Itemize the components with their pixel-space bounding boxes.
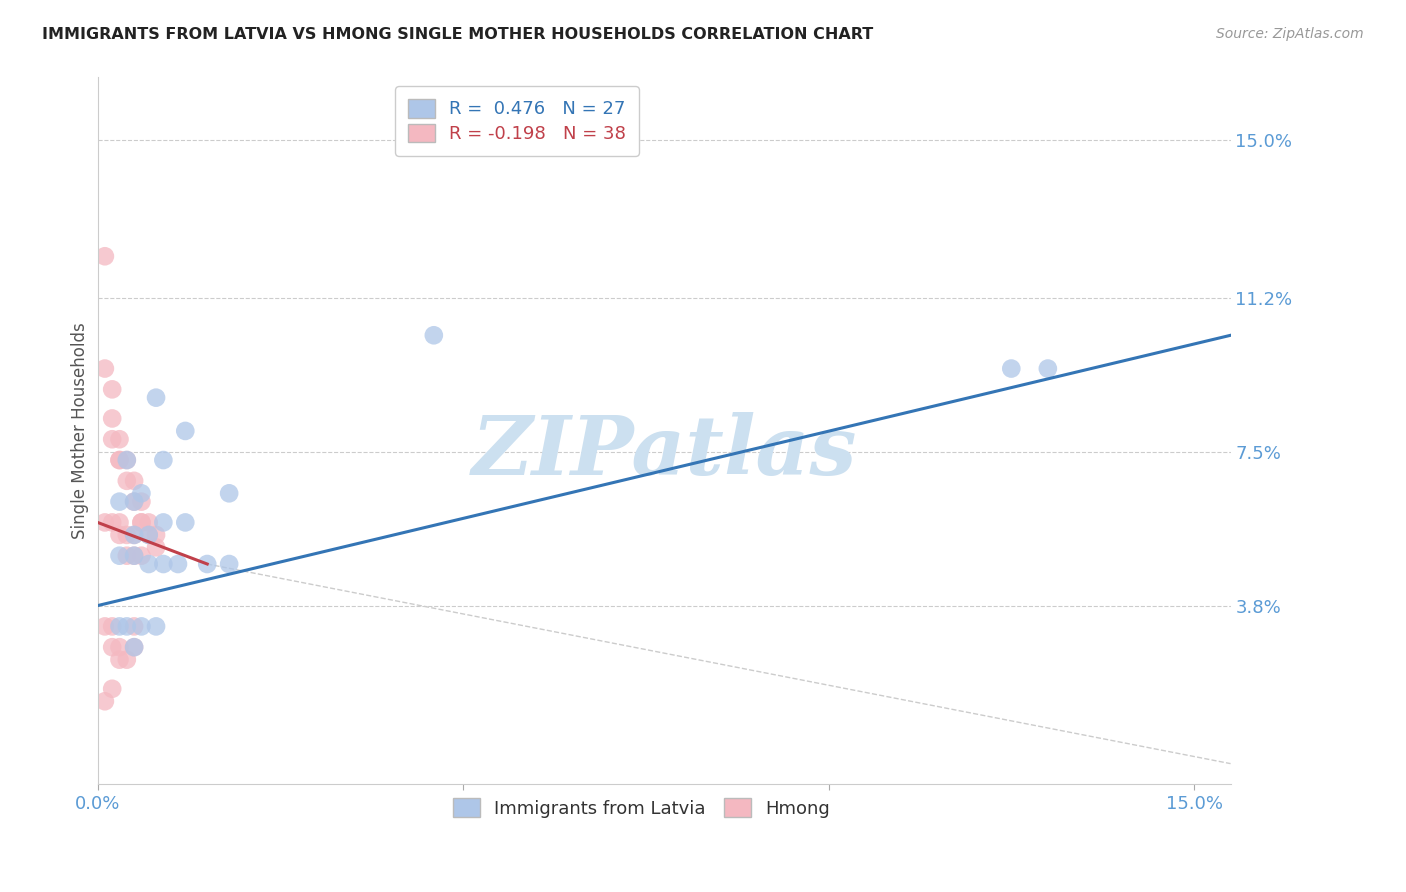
Point — [122, 549, 145, 563]
Point — [174, 424, 197, 438]
Point — [138, 557, 160, 571]
Point — [115, 619, 138, 633]
Point — [122, 549, 145, 563]
Text: Source: ZipAtlas.com: Source: ZipAtlas.com — [1216, 27, 1364, 41]
Point — [218, 486, 240, 500]
Point — [108, 528, 131, 542]
Point — [138, 528, 160, 542]
Point — [131, 549, 153, 563]
Point — [122, 494, 145, 508]
Point — [122, 494, 145, 508]
Point — [94, 516, 117, 530]
Point — [131, 516, 153, 530]
Point — [101, 432, 124, 446]
Point — [1036, 361, 1059, 376]
Point — [115, 653, 138, 667]
Point — [218, 557, 240, 571]
Point — [122, 528, 145, 542]
Point — [108, 619, 131, 633]
Point — [101, 681, 124, 696]
Point — [131, 494, 153, 508]
Point — [108, 549, 131, 563]
Point — [108, 432, 131, 446]
Point — [101, 382, 124, 396]
Point — [138, 516, 160, 530]
Point — [108, 453, 131, 467]
Point — [1000, 361, 1022, 376]
Point — [115, 549, 138, 563]
Point — [115, 474, 138, 488]
Point — [152, 557, 174, 571]
Point — [108, 640, 131, 655]
Point — [122, 619, 145, 633]
Point — [131, 486, 153, 500]
Y-axis label: Single Mother Households: Single Mother Households — [72, 323, 89, 540]
Point — [131, 619, 153, 633]
Point — [101, 619, 124, 633]
Point — [145, 541, 167, 555]
Point — [94, 694, 117, 708]
Point — [108, 516, 131, 530]
Point — [108, 653, 131, 667]
Point — [152, 453, 174, 467]
Point — [101, 411, 124, 425]
Point — [138, 528, 160, 542]
Point — [152, 516, 174, 530]
Legend: Immigrants from Latvia, Hmong: Immigrants from Latvia, Hmong — [446, 791, 838, 825]
Point — [122, 640, 145, 655]
Point — [122, 474, 145, 488]
Point — [122, 528, 145, 542]
Point — [145, 391, 167, 405]
Point — [101, 516, 124, 530]
Point — [131, 516, 153, 530]
Point — [115, 453, 138, 467]
Point — [94, 619, 117, 633]
Point — [101, 640, 124, 655]
Point — [423, 328, 446, 343]
Text: IMMIGRANTS FROM LATVIA VS HMONG SINGLE MOTHER HOUSEHOLDS CORRELATION CHART: IMMIGRANTS FROM LATVIA VS HMONG SINGLE M… — [42, 27, 873, 42]
Point — [115, 453, 138, 467]
Point — [195, 557, 218, 571]
Point — [167, 557, 190, 571]
Point — [122, 640, 145, 655]
Point — [108, 494, 131, 508]
Point — [94, 361, 117, 376]
Point — [94, 249, 117, 263]
Point — [145, 528, 167, 542]
Point — [115, 528, 138, 542]
Text: ZIPatlas: ZIPatlas — [471, 412, 856, 492]
Point — [108, 453, 131, 467]
Point — [174, 516, 197, 530]
Point — [145, 619, 167, 633]
